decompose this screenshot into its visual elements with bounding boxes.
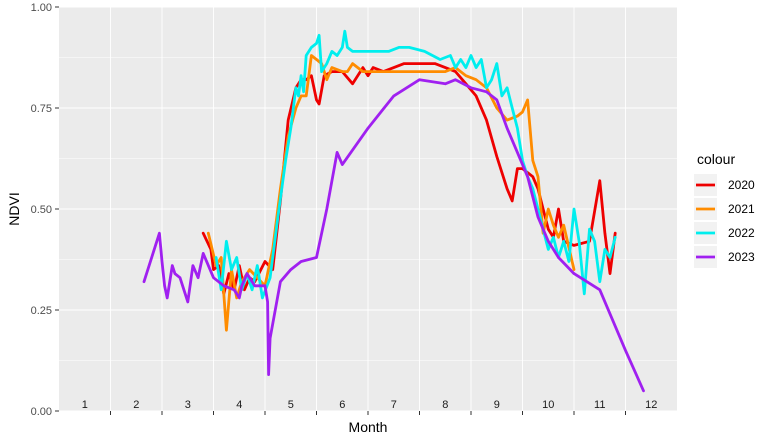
x-axis: [110, 411, 626, 415]
legend-label-2020: 2020: [728, 178, 755, 192]
month-label: 1: [82, 399, 88, 411]
series-lines: [142, 29, 645, 393]
legend-label-2021: 2021: [728, 202, 755, 216]
y-tick-label: 0.00: [31, 406, 52, 418]
y-axis: 0.00 0.25 0.50 0.75 1.00: [31, 2, 59, 418]
month-label: 12: [645, 399, 657, 411]
major-gridlines: [59, 6, 677, 412]
series-line-2022: [214, 29, 617, 300]
month-label: 2: [133, 399, 139, 411]
y-tick-label: 0.75: [31, 103, 52, 115]
legend: colour 2020 2021 2022 2023: [694, 151, 755, 268]
month-label: 10: [542, 399, 554, 411]
x-axis-title: Month: [349, 419, 388, 435]
legend-title: colour: [697, 151, 735, 167]
legend-label-2022: 2022: [728, 226, 755, 240]
y-tick-label: 1.00: [31, 2, 52, 14]
y-axis-title: NDVI: [6, 192, 22, 225]
month-label: 4: [236, 399, 242, 411]
month-label: 5: [288, 399, 294, 411]
month-label: 6: [339, 399, 345, 411]
month-label: 7: [391, 399, 397, 411]
y-tick-label: 0.50: [31, 204, 52, 216]
y-tick-label: 0.25: [31, 305, 52, 317]
series-line-2021: [206, 54, 576, 332]
series-line-2023: [142, 78, 645, 393]
legend-label-2023: 2023: [728, 250, 755, 264]
month-label: 9: [494, 399, 500, 411]
month-label: 11: [594, 399, 605, 411]
month-labels: 1 2 3 4 5 6 7 8 9 10 11 12: [82, 399, 658, 411]
month-label: 8: [442, 399, 448, 411]
month-label: 3: [185, 399, 191, 411]
